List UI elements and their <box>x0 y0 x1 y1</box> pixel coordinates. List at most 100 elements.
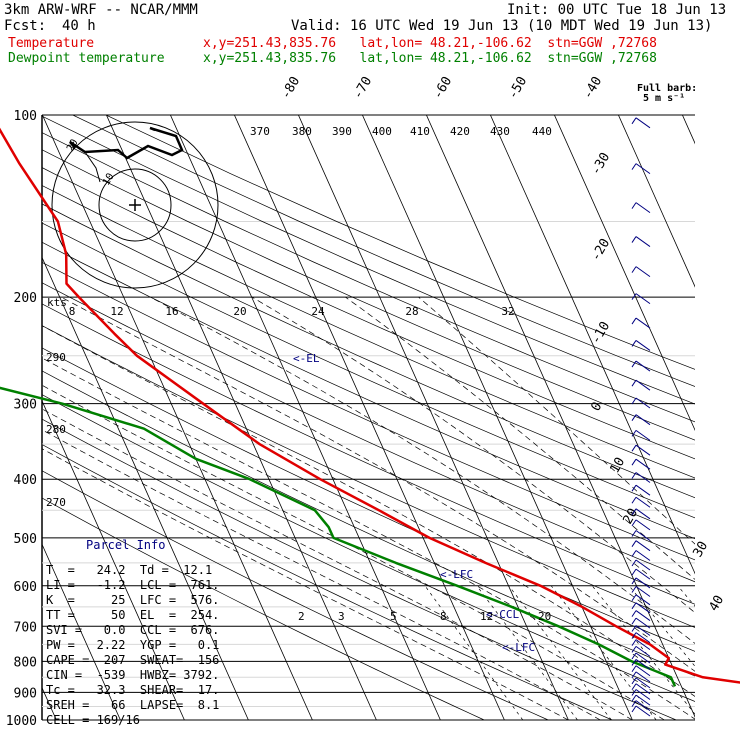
theta-label: 280 <box>46 423 66 436</box>
location-dewpoint: x,y=251.43,835.76 lat,lon= 48.21,-106.62… <box>203 51 657 66</box>
barb-key-unit: 5 m s⁻¹ <box>643 93 686 104</box>
wind-barb <box>631 610 651 621</box>
moist-adiabat <box>42 357 695 720</box>
wind-barb <box>631 625 651 636</box>
isotherm <box>618 115 695 288</box>
hodograph-speed-label: 8 <box>69 305 76 318</box>
isotherm-label: -30 <box>588 150 613 178</box>
isotherm <box>42 399 185 721</box>
isotherm <box>42 256 249 721</box>
location-temperature: x,y=251.43,835.76 lat,lon= 48.21,-106.62… <box>203 36 657 51</box>
dry-adiabat <box>42 185 695 479</box>
isotherm-label: -40 <box>580 74 605 102</box>
wind-barb <box>631 414 651 426</box>
hodograph-speed-label: 24 <box>311 305 325 318</box>
wind-barb <box>631 117 651 129</box>
wind-barb <box>631 472 651 483</box>
wind-barb <box>631 508 651 520</box>
mixing-ratio-line <box>508 585 612 721</box>
level-marker: <-LFC <box>440 568 473 581</box>
dry-adiabat <box>105 115 695 370</box>
wind-barb <box>631 236 651 247</box>
moist-adiabat <box>42 325 695 697</box>
moist-adiabat <box>42 448 569 721</box>
wind-barb <box>631 540 651 552</box>
wind-barb <box>631 639 651 651</box>
hodograph-ring-label: 20 <box>65 138 81 154</box>
hodograph-inner-ring <box>98 168 172 242</box>
parcel-info-box: Parcel Info T = 24.2 Td = 12.1 LI = -1.2… <box>46 538 230 728</box>
hodograph-trace <box>69 126 184 160</box>
parcel-row-cape: CAPE = 207 SWEAT= 156 <box>46 653 220 667</box>
parcel-row-pw: PW = 2.22 YGP = 0.1 <box>46 638 220 652</box>
theta-label: 410 <box>410 125 430 138</box>
hodograph-speed-label: 20 <box>233 305 246 318</box>
wind-barb <box>631 677 651 689</box>
moist-adiabat <box>42 408 633 721</box>
hodograph-speed-label: 16 <box>165 305 178 318</box>
wind-barb <box>631 550 651 561</box>
isotherm <box>554 115 695 432</box>
isotherm <box>42 543 121 721</box>
moist-adiabat <box>42 384 665 721</box>
theta-label: 400 <box>372 125 392 138</box>
isotherm-label: -50 <box>505 74 530 102</box>
isotherm-label: -60 <box>430 74 455 102</box>
pressure-label-300: 300 <box>14 398 37 413</box>
level-marker: <-EL <box>293 352 320 365</box>
moist-adiabat <box>150 296 695 644</box>
wind-barb <box>631 266 651 278</box>
wind-barb <box>631 671 651 683</box>
wind-barb <box>631 700 651 712</box>
mixing-ratio-label: 5 <box>390 610 397 623</box>
parcel-row-li: LI = -1.2 LCL = 761. <box>46 578 220 592</box>
legend-dewpoint: Dewpoint temperature <box>8 51 165 66</box>
hodograph-speed-label: 12 <box>110 305 123 318</box>
moist-adiabat <box>251 296 695 614</box>
theta-label: 370 <box>250 125 270 138</box>
isotherm <box>682 115 695 145</box>
wind-barb <box>631 705 651 717</box>
dry-adiabat <box>42 222 695 519</box>
theta-label: 430 <box>490 125 510 138</box>
hodograph-ring-label: 10 <box>101 172 117 188</box>
pressure-label-200: 200 <box>14 291 37 306</box>
mixing-ratio-label: 2 <box>298 610 305 623</box>
dry-adiabat <box>42 470 549 721</box>
wind-barb <box>631 602 651 614</box>
wind-barb <box>631 568 651 580</box>
theta-label: 420 <box>450 125 470 138</box>
dry-adiabat <box>42 241 695 540</box>
hodograph <box>51 121 219 289</box>
pressure-label-900: 900 <box>14 686 37 701</box>
isotherm-label: -20 <box>588 236 613 264</box>
dry-adiabat <box>42 497 485 721</box>
moist-adiabat <box>42 429 601 721</box>
pressure-label-800: 800 <box>14 655 37 670</box>
parcel-row-sreh: SREH = 66 LAPSE= 8.1 <box>46 698 220 712</box>
parcel-row-cell: CELL = 169/16 <box>46 713 140 727</box>
fcst-label: Fcst: <box>4 18 47 34</box>
dry-adiabat <box>42 167 695 460</box>
hodograph-unit: kts <box>47 296 67 309</box>
parcel-row-tt: TT = 50 EL = 254. <box>46 608 220 622</box>
dry-adiabat <box>42 132 695 423</box>
init-time: Init: 00 UTC Tue 18 Jun 13 <box>507 2 727 18</box>
dry-adiabat <box>42 282 695 583</box>
wind-barb <box>631 397 651 409</box>
wind-barb <box>631 202 651 214</box>
moist-adiabat <box>418 296 695 545</box>
pressure-label-600: 600 <box>14 580 37 595</box>
pressure-label-500: 500 <box>14 532 37 547</box>
wind-barb <box>631 683 651 695</box>
pressure-label-700: 700 <box>14 620 37 635</box>
dewpoint-line <box>0 386 677 687</box>
mixing-ratio-label: 8 <box>440 610 447 623</box>
barb-key-title: Full barb: <box>637 83 698 94</box>
isotherm-label: 40 <box>706 593 727 614</box>
mixing-ratio-label: 12 <box>480 610 493 623</box>
isotherm-label: 20 <box>620 506 641 527</box>
parcel-info-title: Parcel Info <box>86 538 166 552</box>
wind-barb <box>631 586 651 597</box>
dry-adiabat <box>42 115 695 405</box>
